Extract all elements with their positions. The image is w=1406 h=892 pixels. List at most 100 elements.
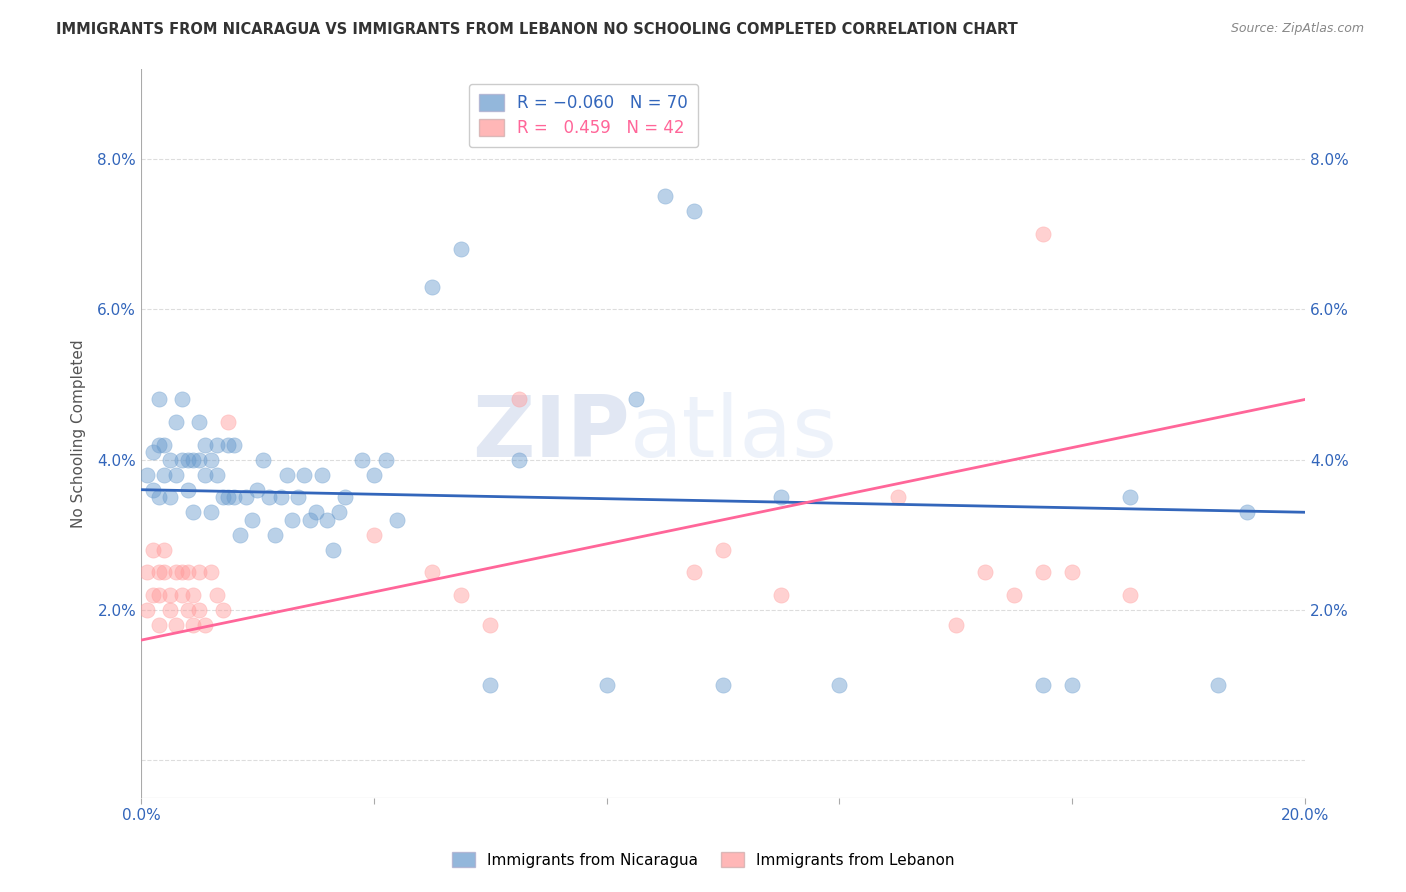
Point — [246, 483, 269, 497]
Point — [153, 467, 176, 482]
Point — [165, 618, 187, 632]
Text: ZIP: ZIP — [472, 392, 630, 475]
Point — [235, 490, 257, 504]
Point — [200, 566, 222, 580]
Point — [211, 603, 233, 617]
Point — [287, 490, 309, 504]
Point — [148, 490, 170, 504]
Point — [170, 588, 193, 602]
Point — [176, 452, 198, 467]
Point — [153, 542, 176, 557]
Point — [188, 452, 211, 467]
Point — [292, 467, 315, 482]
Point — [624, 392, 647, 407]
Point — [1032, 227, 1054, 241]
Legend: Immigrants from Nicaragua, Immigrants from Lebanon: Immigrants from Nicaragua, Immigrants fr… — [444, 844, 962, 875]
Point — [165, 566, 187, 580]
Point — [159, 490, 181, 504]
Point — [770, 490, 793, 504]
Point — [1032, 678, 1054, 692]
Point — [333, 490, 356, 504]
Point — [205, 467, 228, 482]
Point — [479, 678, 502, 692]
Point — [683, 566, 706, 580]
Point — [135, 603, 157, 617]
Point — [183, 452, 205, 467]
Point — [217, 437, 239, 451]
Point — [311, 467, 333, 482]
Point — [183, 588, 205, 602]
Point — [188, 415, 211, 429]
Point — [148, 566, 170, 580]
Point — [1062, 566, 1084, 580]
Point — [322, 542, 344, 557]
Point — [1119, 490, 1142, 504]
Point — [224, 490, 246, 504]
Point — [508, 452, 530, 467]
Point — [170, 392, 193, 407]
Point — [595, 678, 617, 692]
Point — [188, 603, 211, 617]
Point — [1236, 505, 1258, 519]
Point — [211, 490, 233, 504]
Point — [479, 618, 502, 632]
Point — [142, 542, 165, 557]
Point — [194, 437, 217, 451]
Point — [148, 392, 170, 407]
Text: IMMIGRANTS FROM NICARAGUA VS IMMIGRANTS FROM LEBANON NO SCHOOLING COMPLETED CORR: IMMIGRANTS FROM NICARAGUA VS IMMIGRANTS … — [56, 22, 1018, 37]
Point — [159, 588, 181, 602]
Text: atlas: atlas — [630, 392, 838, 475]
Point — [352, 452, 374, 467]
Point — [450, 242, 472, 256]
Point — [170, 452, 193, 467]
Point — [183, 505, 205, 519]
Point — [385, 513, 408, 527]
Point — [420, 566, 443, 580]
Point — [176, 603, 198, 617]
Point — [264, 528, 287, 542]
Point — [142, 483, 165, 497]
Point — [217, 415, 239, 429]
Point — [316, 513, 339, 527]
Point — [153, 566, 176, 580]
Point — [886, 490, 908, 504]
Point — [176, 566, 198, 580]
Point — [711, 678, 734, 692]
Point — [153, 437, 176, 451]
Point — [194, 467, 217, 482]
Point — [159, 603, 181, 617]
Point — [374, 452, 396, 467]
Point — [252, 452, 274, 467]
Point — [420, 279, 443, 293]
Point — [711, 542, 734, 557]
Text: Source: ZipAtlas.com: Source: ZipAtlas.com — [1230, 22, 1364, 36]
Point — [194, 618, 217, 632]
Point — [654, 189, 676, 203]
Point — [142, 588, 165, 602]
Point — [270, 490, 292, 504]
Point — [200, 452, 222, 467]
Point — [1002, 588, 1025, 602]
Point — [281, 513, 304, 527]
Point — [148, 618, 170, 632]
Point — [450, 588, 472, 602]
Point — [1032, 566, 1054, 580]
Point — [205, 437, 228, 451]
Point — [159, 452, 181, 467]
Point — [148, 588, 170, 602]
Point — [974, 566, 997, 580]
Point — [257, 490, 280, 504]
Point — [1206, 678, 1229, 692]
Point — [508, 392, 530, 407]
Point — [276, 467, 298, 482]
Point — [170, 566, 193, 580]
Point — [183, 618, 205, 632]
Point — [142, 445, 165, 459]
Point — [298, 513, 321, 527]
Point — [200, 505, 222, 519]
Point — [188, 566, 211, 580]
Point — [205, 588, 228, 602]
Y-axis label: No Schooling Completed: No Schooling Completed — [72, 339, 86, 527]
Point — [165, 467, 187, 482]
Point — [229, 528, 252, 542]
